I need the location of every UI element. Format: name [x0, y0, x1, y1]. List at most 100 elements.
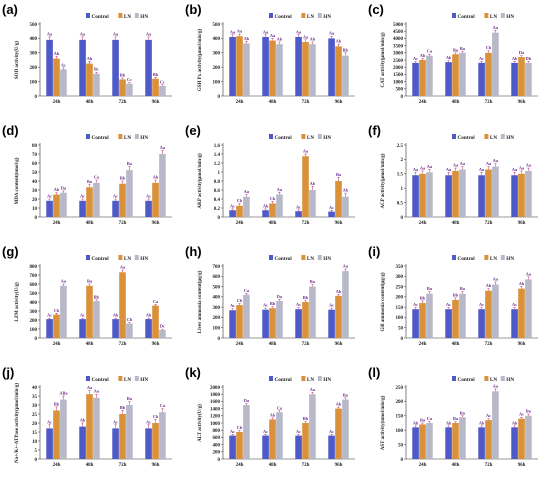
- x-tick-label: 48h: [269, 221, 277, 226]
- bar: [419, 424, 426, 459]
- bar: [328, 309, 335, 338]
- bar: [518, 57, 525, 96]
- bar: [112, 428, 119, 459]
- significance-label: Aa: [310, 387, 316, 392]
- y-tick-label: 2: [401, 158, 404, 163]
- bar: [262, 210, 269, 217]
- bar: [511, 427, 518, 459]
- bar: [126, 323, 133, 338]
- significance-label: Ca: [427, 416, 433, 421]
- legend-label: HN: [140, 377, 148, 383]
- legend-swatch: [500, 13, 505, 18]
- panel-label: (d): [2, 123, 19, 138]
- legend-label: Control: [458, 256, 476, 262]
- y-tick-label: 0: [35, 95, 38, 100]
- significance-label: Aa: [446, 167, 452, 172]
- significance-label: Ac: [486, 413, 491, 418]
- bar: [276, 44, 283, 96]
- significance-label: Aa: [479, 167, 485, 172]
- bar: [518, 173, 525, 217]
- significance-label: Aa: [303, 34, 309, 39]
- bar: [485, 290, 492, 338]
- y-tick-label: 400: [213, 37, 221, 42]
- bar: [86, 285, 93, 338]
- bar: [426, 293, 433, 338]
- legend-label: HN: [323, 256, 331, 262]
- panel-label: (a): [2, 2, 18, 17]
- y-tick-label: 50: [398, 443, 404, 448]
- chart-svg: Control LN HN 0 0.5 1 1.5 2 2.5 ACP activity(µmol…: [381, 134, 538, 226]
- legend-swatch: [317, 134, 322, 139]
- x-tick-label: 96h: [152, 221, 160, 226]
- y-tick-label: 25: [32, 413, 38, 418]
- significance-label: Cb: [153, 414, 159, 419]
- significance-label: Ab: [310, 37, 316, 42]
- significance-label: Ba: [453, 416, 459, 421]
- significance-label: Ba: [453, 47, 459, 52]
- significance-label: Ac: [230, 303, 235, 308]
- y-tick-label: 1000: [393, 80, 404, 85]
- bar: [126, 83, 133, 96]
- x-tick-label: 72h: [119, 342, 127, 347]
- significance-label: Ab: [446, 420, 452, 425]
- significance-label: Ca: [153, 299, 159, 304]
- chart-panel: (g) Control LN HN 0 100 200 300 400 500 600 700 800 L…: [0, 242, 180, 363]
- significance-label: Aa: [87, 385, 93, 390]
- x-tick-label: 96h: [152, 463, 160, 468]
- significance-label: Bb: [453, 292, 459, 297]
- significance-label: Bb: [153, 72, 159, 77]
- y-tick-label: 100: [30, 80, 38, 85]
- x-tick-label: 24h: [236, 463, 244, 468]
- y-tick-label: 400: [30, 37, 38, 42]
- significance-label: Aa: [343, 264, 349, 269]
- bar: [518, 418, 525, 459]
- x-tick-label: 96h: [518, 463, 526, 468]
- y-tick-label: 4000: [393, 37, 404, 42]
- y-tick-label: 0: [35, 216, 38, 221]
- legend-label: Control: [92, 135, 110, 141]
- significance-label: Aa: [160, 145, 166, 150]
- bar: [302, 423, 309, 459]
- y-tick-label: 0: [218, 95, 221, 100]
- x-tick-label: 48h: [452, 463, 460, 468]
- significance-label: Ac: [80, 194, 85, 199]
- x-tick-label: 24h: [419, 221, 427, 226]
- significance-label: Ab: [479, 420, 485, 425]
- y-tick-label: 2.5: [397, 144, 404, 149]
- bar: [342, 196, 349, 217]
- y-tick-label: 50: [398, 327, 404, 332]
- y-tick-label: 0.6: [214, 189, 221, 194]
- legend: Control LN HN: [269, 13, 331, 20]
- bar: [276, 194, 283, 217]
- significance-label: Ba: [420, 418, 426, 423]
- y-tick-label: 500: [30, 292, 38, 297]
- significance-label: Bb: [120, 176, 126, 181]
- x-tick-label: 72h: [119, 221, 127, 226]
- significance-label: Ba: [460, 46, 466, 51]
- x-tick-label: 72h: [302, 463, 310, 468]
- x-tick-label: 96h: [335, 342, 343, 347]
- y-tick-label: 100: [213, 80, 221, 85]
- y-tick-label: 1: [218, 171, 221, 176]
- significance-label: Ab: [446, 55, 452, 60]
- legend-label: LN: [490, 377, 497, 383]
- y-tick-label: 100: [396, 429, 404, 434]
- significance-label: Cb: [486, 45, 492, 50]
- legend-label: Control: [92, 256, 110, 262]
- significance-label: Aa: [237, 29, 243, 34]
- bar: [86, 394, 93, 459]
- bar: [525, 415, 532, 459]
- y-tick-label: 5000: [393, 23, 404, 28]
- panel-label: (f): [368, 123, 381, 138]
- chart-panel: (l) Control LN HN 0 50 100 150 200 250 AST activit…: [366, 363, 546, 484]
- x-tick-label: 96h: [335, 100, 343, 105]
- bar: [492, 166, 499, 217]
- legend-swatch: [484, 134, 489, 139]
- significance-label: Cc: [160, 79, 165, 84]
- significance-label: Bb: [120, 405, 126, 410]
- legend-label: HN: [506, 135, 514, 141]
- bar: [302, 156, 309, 217]
- y-axis-label: ACP activity(µmol/min/g): [381, 153, 386, 208]
- legend-label: HN: [506, 14, 514, 20]
- bar: [86, 187, 93, 217]
